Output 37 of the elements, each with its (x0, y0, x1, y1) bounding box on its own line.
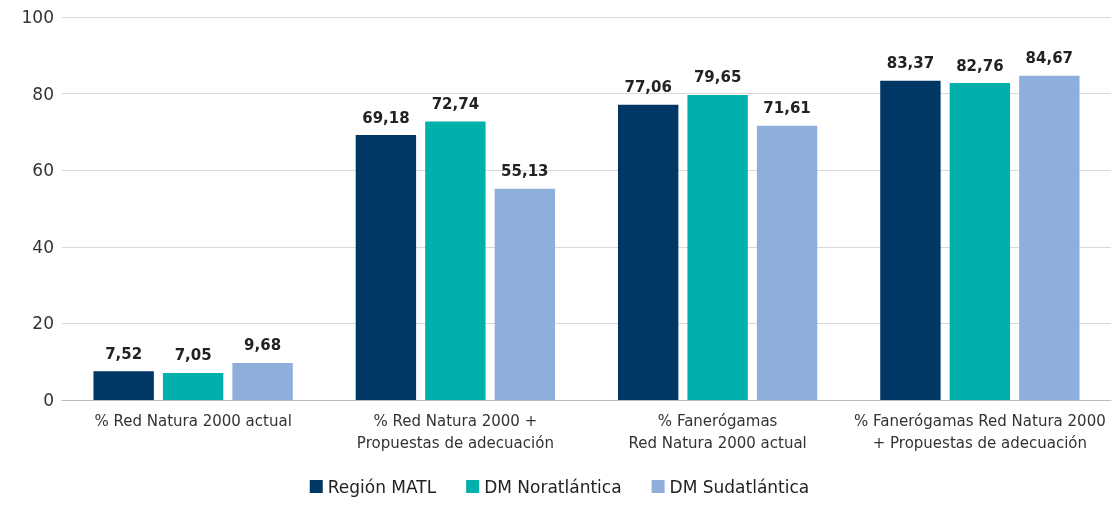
bar (425, 121, 486, 400)
bar (687, 94, 748, 400)
data-label: 84,67 (1025, 49, 1074, 68)
y-tick-label: 80 (32, 83, 54, 104)
data-label: 79,65 (693, 68, 742, 87)
bar (232, 362, 293, 400)
legend-label: Región MATL (327, 476, 437, 497)
bar (162, 373, 224, 400)
bar (617, 104, 679, 400)
legend-label: DM Noratlántica (484, 476, 622, 497)
bar (1019, 75, 1080, 400)
data-label: 71,61 (763, 99, 811, 118)
y-tick-label: 100 (21, 7, 54, 27)
bar (756, 125, 818, 400)
data-label: 69,18 (362, 108, 410, 127)
bar (355, 135, 417, 400)
x-tick-label: % Red Natura 2000 actual (94, 412, 292, 430)
x-tick-label: % Fanerógamas Red Natura 2000 actual (628, 412, 807, 452)
x-tick-label: % Fanerógamas Red Natura 2000 + Propuestas de adecuación (854, 412, 1106, 452)
legend-label: DM Sudatlántica (669, 476, 810, 497)
bar (93, 371, 154, 400)
data-label: 82,76 (956, 56, 1004, 75)
bar (494, 188, 556, 400)
bar (880, 80, 941, 400)
y-tick-label: 0 (43, 390, 54, 410)
data-label: 83,37 (886, 54, 935, 73)
y-tick-label: 40 (32, 236, 54, 257)
data-label: 55,13 (501, 162, 549, 181)
data-label: 7,52 (105, 344, 143, 363)
data-label: 77,06 (624, 78, 672, 97)
x-tick-label: % Red Natura 2000 + Propuestas de adecuación (356, 412, 554, 452)
y-tick-label: 60 (32, 160, 54, 181)
bar (949, 83, 1011, 400)
data-label: 7,05 (174, 346, 212, 365)
data-label: 9,68 (244, 336, 282, 355)
data-label: 72,74 (431, 94, 480, 113)
y-tick-label: 20 (32, 313, 54, 334)
